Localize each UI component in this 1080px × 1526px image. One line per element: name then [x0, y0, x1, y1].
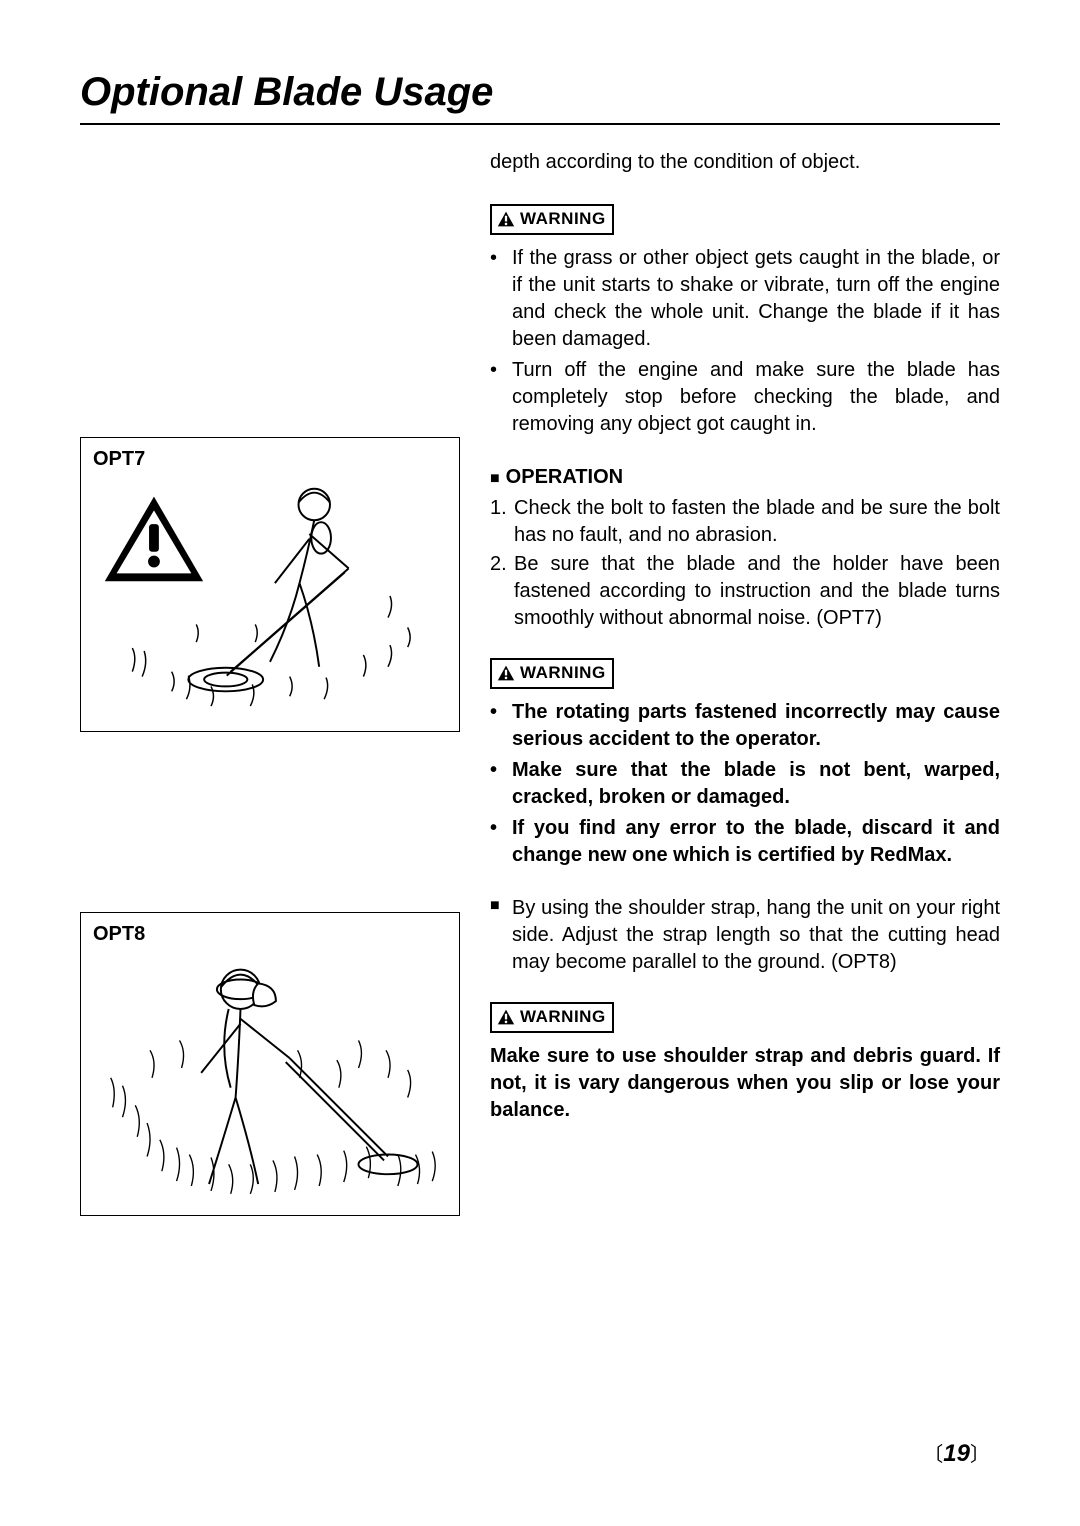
- list-item: •If you find any error to the blade, dis…: [490, 815, 1000, 869]
- warning-icon: [496, 1008, 516, 1026]
- operation-list: 1.Check the bolt to fasten the blade and…: [490, 495, 1000, 632]
- list-item: •Make sure that the blade is not bent, w…: [490, 757, 1000, 811]
- figure-opt7: OPT7: [80, 437, 460, 732]
- list-item: •If the grass or other object gets caugh…: [490, 245, 1000, 353]
- warning-label: WARNING: [520, 662, 606, 685]
- list-item-text: The rotating parts fastened incorrectly …: [512, 699, 1000, 753]
- list-item: 2.Be sure that the blade and the holder …: [490, 551, 1000, 632]
- list-item-text: If you find any error to the blade, disc…: [512, 815, 1000, 869]
- page-number-value: 19: [943, 1440, 970, 1467]
- warning-icon: [496, 664, 516, 682]
- list-item: •Turn off the engine and make sure the b…: [490, 357, 1000, 438]
- warning-label: WARNING: [520, 208, 606, 231]
- right-column: depth according to the condition of obje…: [490, 149, 1000, 1246]
- figure-opt8-label: OPT8: [93, 923, 447, 946]
- warning-badge-1: WARNING: [490, 204, 614, 235]
- warning3-text: Make sure to use shoulder strap and debr…: [490, 1043, 1000, 1124]
- content-columns: OPT7: [80, 149, 1000, 1246]
- list-item-text: If the grass or other object gets caught…: [512, 245, 1000, 353]
- list-item-text: Make sure that the blade is not bent, wa…: [512, 757, 1000, 811]
- warning-badge-2: WARNING: [490, 658, 614, 689]
- list-item-text: Be sure that the blade and the holder ha…: [514, 551, 1000, 632]
- list-item: •The rotating parts fastened incorrectly…: [490, 699, 1000, 753]
- list-item: 1.Check the bolt to fasten the blade and…: [490, 495, 1000, 549]
- intro-text: depth according to the condition of obje…: [490, 149, 1000, 176]
- list-item-text: Turn off the engine and make sure the bl…: [512, 357, 1000, 438]
- warning-icon: [496, 210, 516, 228]
- page-number: 〔19〕: [923, 1438, 990, 1468]
- warning-label: WARNING: [520, 1006, 606, 1029]
- strap-paragraph: ■By using the shoulder strap, hang the u…: [490, 895, 1000, 976]
- operation-heading-text: OPERATION: [506, 466, 623, 488]
- page-title: Optional Blade Usage: [80, 70, 1000, 115]
- figure-opt7-illustration: [93, 475, 447, 721]
- figure-opt8: OPT8: [80, 912, 460, 1217]
- figure-spacer: [80, 149, 460, 437]
- warning-badge-3: WARNING: [490, 1002, 614, 1033]
- warning2-list: •The rotating parts fastened incorrectly…: [490, 699, 1000, 869]
- operation-heading: ■OPERATION: [490, 464, 1000, 491]
- strap-text: By using the shoulder strap, hang the un…: [512, 895, 1000, 976]
- left-column: OPT7: [80, 149, 460, 1246]
- title-rule: [80, 123, 1000, 125]
- warning1-list: •If the grass or other object gets caugh…: [490, 245, 1000, 438]
- list-item-text: Check the bolt to fasten the blade and b…: [514, 495, 1000, 549]
- figure-opt7-label: OPT7: [93, 448, 447, 471]
- figure-spacer-2: [80, 762, 460, 912]
- figure-opt8-illustration: [93, 950, 447, 1206]
